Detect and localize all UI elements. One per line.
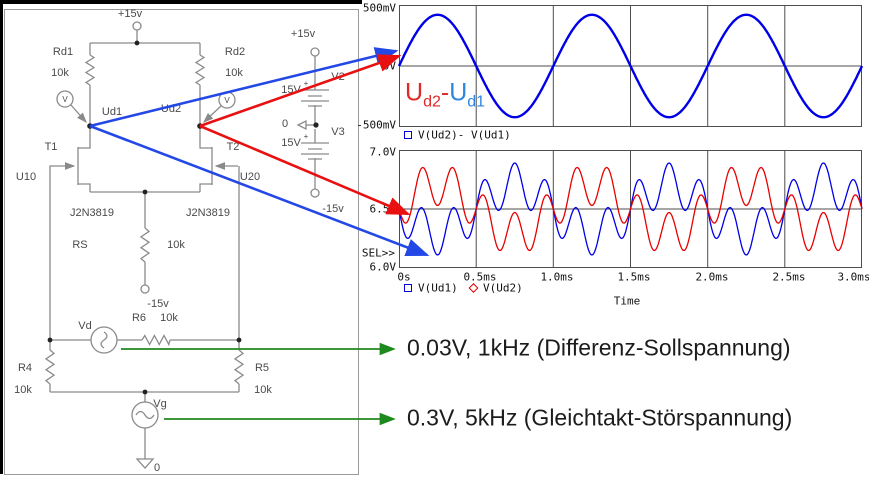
jfet-t1 (77, 126, 91, 192)
trace-vud2-minus-vud1 (397, 13, 864, 119)
label-psu-plus15v: +15v (290, 28, 316, 40)
xtick-3ms: 3.0ms (837, 270, 869, 284)
label-t1: T1 (44, 141, 58, 153)
arrow-ud1-to-bottomplot (89, 124, 430, 257)
resistor-r6 (141, 334, 171, 347)
voltage-probe-icon-ud1 (56, 90, 74, 108)
legend-vud2: V(Ud2) (483, 281, 523, 295)
source-vd (90, 326, 118, 354)
label-jfet-left: J2N3819 (69, 207, 115, 219)
xtick-2ms: 2.0ms (695, 270, 729, 284)
resistor-rd2 (194, 54, 206, 86)
arrow-ud2-to-bottomplot (199, 124, 411, 216)
label-v3-value: 15V (281, 137, 301, 149)
probe-v-letter-left: V (62, 95, 68, 104)
psu-minus15v-terminal (310, 188, 320, 198)
net0-icon (296, 119, 307, 131)
label-vd: Vd (78, 320, 92, 332)
source-vg (131, 401, 159, 429)
label-r4-value: 10k (14, 384, 32, 396)
label-rd2-value: 10k (225, 67, 243, 79)
left-edge-bar (0, 0, 3, 474)
label-plus15v: +15v (117, 8, 143, 20)
label-r4: R4 (17, 362, 33, 374)
label-psu-gnd0: 0 (281, 118, 289, 130)
label-r5: R5 (254, 362, 270, 374)
battery-v2-plus: + (304, 79, 309, 88)
ytick-7v: 7.0V (369, 145, 397, 159)
annotation-differential: 0.03V, 1kHz (Differenz-Sollspannung) (407, 334, 791, 361)
label-jfet-right: J2N3819 (185, 207, 231, 219)
label-rd2: Rd2 (224, 46, 246, 58)
jfet-t2 (199, 126, 213, 192)
label-minus15v-mid: -15v (147, 298, 169, 310)
ytick-500mv: 500mV (362, 1, 396, 15)
resistor-r5 (233, 349, 245, 385)
annotation-commonmode: 0.3V, 5kHz (Gleichtakt-Störspannung) (407, 404, 793, 431)
legend-marker-square-top (404, 131, 412, 139)
resistor-r4 (44, 349, 56, 385)
ytick-6v: 6.0V (369, 260, 397, 274)
ground-icon (135, 458, 155, 469)
label-psu-minus15v: -15v (322, 203, 344, 215)
legend-top: V(Ud2)- V(Ud1) (418, 128, 511, 142)
label-u20: U20 (239, 171, 261, 183)
sine-glyph-vg (135, 410, 155, 420)
label-u10: U10 (15, 171, 37, 183)
label-rs-value: 10k (167, 239, 185, 251)
label-rd1: Rd1 (52, 46, 74, 58)
resistor-rd1 (84, 54, 96, 86)
xtick-0p5ms: 0.5ms (463, 270, 497, 284)
legend-marker-square-bottom (404, 284, 412, 292)
label-r6: R6 (131, 312, 147, 324)
label-rd1-value: 10k (51, 67, 69, 79)
ytick-minus500mv: -500mV (356, 118, 396, 132)
label-v3: V3 (331, 126, 345, 138)
battery-v3 (301, 142, 329, 160)
battery-v3-plus: + (304, 132, 309, 141)
arrow-ud2-to-topplot (199, 54, 402, 128)
top-edge-bar (0, 0, 362, 4)
minus15v-terminal-rs (140, 284, 150, 294)
schematic-frame (4, 9, 359, 475)
xtick-1p5ms: 1.5ms (617, 270, 651, 284)
legend-vud1: V(Ud1) (418, 281, 458, 295)
battery-v2 (301, 89, 329, 107)
xtick-2p5ms: 2.5ms (772, 270, 806, 284)
schematic-drawing: V V + + (44, 21, 329, 469)
resistor-rs (139, 227, 151, 263)
sine-glyph-vd (100, 331, 108, 349)
label-ud1: Ud1 (101, 106, 123, 118)
label-t2: T2 (226, 141, 240, 153)
label-r5-value: 10k (254, 384, 272, 396)
traces-vud1-vud2 (398, 162, 863, 256)
label-r6-value: 10k (160, 312, 178, 324)
sel-indicator: SEL>> (361, 246, 395, 260)
xaxis-title-time: Time (613, 294, 641, 308)
label-rs: RS (72, 239, 88, 251)
label-gnd0: 0 (153, 462, 161, 474)
arrow-ud1-to-topplot (89, 47, 399, 128)
probe-v-letter-right: V (224, 96, 230, 105)
label-vg: Vg (153, 398, 167, 410)
xtick-0s: 0s (397, 270, 411, 284)
xtick-1ms: 1.0ms (540, 270, 574, 284)
difference-signal-label: Ud2-Ud1 (405, 78, 486, 111)
